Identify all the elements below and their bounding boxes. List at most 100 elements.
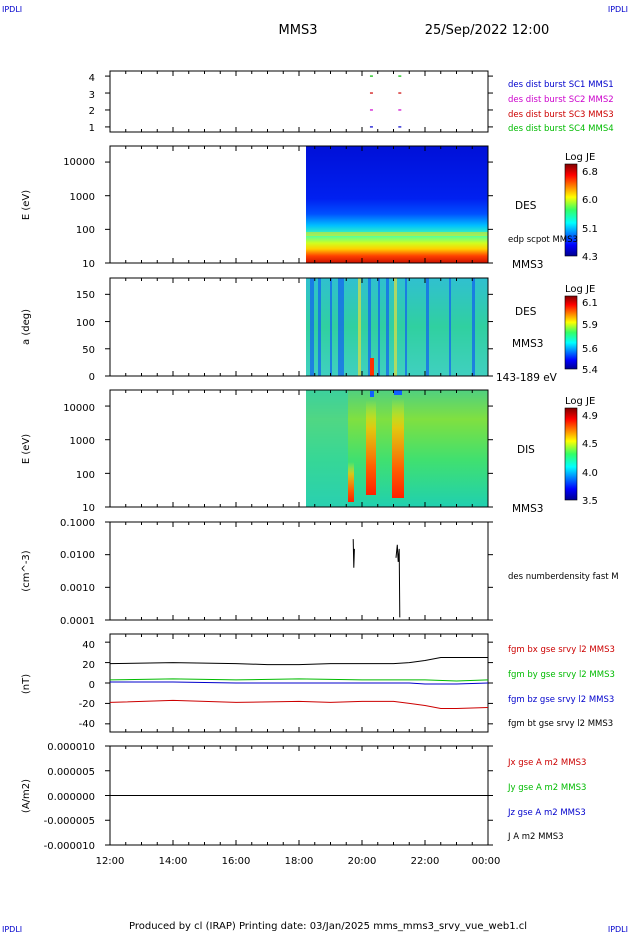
series-line-fgm [109, 699, 489, 709]
colorbar-dis-energy [564, 407, 578, 501]
chart-marks [109, 75, 489, 796]
ytick-dis-e-100: 100 [76, 470, 95, 481]
series-line-fgm [110, 681, 489, 685]
corner-label-top-right: IPDLI [608, 5, 628, 14]
legend-fgm-bz: fgm bz gse srvy l2 MMS3 [508, 695, 614, 705]
label-des-pitch-energy: 143-189 eV [496, 372, 558, 384]
colorbar-des-energy-tick: 6.8 [582, 167, 598, 178]
label-des-energy-sc: MMS3 [512, 259, 543, 271]
ytick-pitch-100: 100 [76, 318, 95, 329]
ytick-des-e-1000: 1000 [70, 192, 95, 203]
xtick-label: 12:00 [96, 856, 125, 867]
colorbar-dis-energy-tick: 4.5 [582, 439, 598, 450]
series-line-fgm [109, 678, 489, 682]
ytick-fgm-m20: -20 [79, 699, 95, 710]
colorbar-dis-energy-tick: 3.5 [582, 496, 598, 507]
legend-current-jy: Jy gse A m2 MMS3 [507, 783, 586, 793]
colorbar-dis-energy-tick: 4.0 [582, 468, 598, 479]
series-line-fgm [109, 657, 488, 666]
ylabel-current: (A/m2) [21, 779, 32, 813]
ytick-pitch-50: 50 [82, 345, 95, 356]
legend-fgm-by: fgm by gse srvy l2 MMS3 [508, 670, 615, 680]
ylabel-des-energy: E (eV) [21, 190, 32, 220]
ytick-pitch-0: 0 [89, 372, 95, 383]
label-dis-energy-instrument: DIS [517, 444, 535, 456]
label-des-pitch-instrument: DES [515, 306, 537, 318]
ytick-dis-e-10000: 10000 [63, 403, 95, 414]
ytick-des-e-10000: 10000 [63, 157, 95, 168]
label-des-energy-instrument: DES [515, 200, 537, 212]
ytick-burst-3: 3 [89, 90, 95, 101]
colorbar-dis-energy-title: Log JE [565, 396, 595, 407]
legend-fgm-bx: fgm bx gse srvy l2 MMS3 [508, 645, 615, 655]
ytick-pitch-150: 150 [76, 290, 95, 301]
label-des-pitch-sc: MMS3 [512, 338, 543, 350]
colorbar-des-pitch-tick: 5.6 [582, 344, 598, 355]
ytick-burst-1: 1 [89, 123, 95, 134]
panel-frame-density [109, 521, 489, 621]
ytick-des-e-10: 10 [82, 259, 95, 270]
des-pitch-heatmap [306, 278, 488, 376]
xtick-label: 22:00 [411, 856, 440, 867]
ylabel-des-pitch: a (deg) [21, 309, 32, 345]
legend-burst-mms1: des dist burst SC1 MMS1 [508, 80, 614, 90]
ytick-des-e-100: 100 [76, 225, 95, 236]
corner-label-bottom-right: IPDLI [608, 925, 628, 934]
dis-energy-heatmap [306, 390, 488, 507]
colorbar-des-pitch-tick: 6.1 [582, 298, 598, 309]
corner-label-bottom-left: IPDLI [2, 925, 22, 934]
colorbar-des-energy-tick: 6.0 [582, 195, 598, 206]
plot-datetime: 25/Sep/2022 12:00 [425, 23, 549, 38]
ytick-density-0.1000: 0.1000 [60, 518, 95, 529]
ytick-density-0.0001: 0.0001 [60, 616, 95, 627]
xtick-label: 20:00 [348, 856, 377, 867]
legend-fgm-bt: fgm bt gse srvy l2 MMS3 [508, 719, 613, 729]
ytick-fgm-m40: -40 [79, 719, 95, 730]
ytick-current-1: 0.000010 [47, 742, 95, 753]
label-edp-scpot: edp scpot MMS3 [508, 235, 578, 245]
xtick-label: 18:00 [285, 856, 314, 867]
label-dis-energy-sc: MMS3 [512, 503, 543, 515]
ytick-fgm-40: 40 [82, 640, 95, 651]
colorbar-des-pitch-title: Log JE [565, 284, 595, 295]
ytick-fgm-20: 20 [82, 660, 95, 671]
ytick-current-2: 0.000005 [47, 767, 95, 778]
ytick-burst-2: 2 [89, 106, 95, 117]
colorbar-des-energy-tick: 4.3 [582, 252, 598, 263]
des-energy-heatmap [306, 146, 488, 263]
ytick-density-0.0010: 0.0010 [60, 583, 95, 594]
spacecraft-title: MMS3 [279, 23, 318, 38]
footer-credit: Produced by cl (IRAP) Printing date: 03/… [129, 921, 527, 932]
ytick-dis-e-10: 10 [82, 503, 95, 514]
ytick-burst-4: 4 [89, 73, 95, 84]
series-line-density [352, 539, 355, 568]
ytick-current-4: -0.000005 [44, 816, 95, 827]
legend-burst-mms2: des dist burst SC2 MMS2 [508, 95, 614, 105]
ylabel-density: (cm^-3) [21, 550, 32, 591]
ytick-fgm-0: 0 [89, 680, 95, 691]
legend-density: des numberdensity fast M [508, 572, 619, 582]
ytick-dis-e-1000: 1000 [70, 436, 95, 447]
colorbar-des-energy-title: Log JE [565, 152, 595, 163]
panel-frame-burst [109, 70, 489, 133]
colorbar-des-pitch-tick: 5.9 [582, 320, 598, 331]
xtick-label: 14:00 [159, 856, 188, 867]
colorbar-des-energy-tick: 5.1 [582, 224, 598, 235]
legend-current-jx: Jx gse A m2 MMS3 [507, 758, 586, 768]
xtick-label: 16:00 [222, 856, 251, 867]
ytick-current-3: 0.000000 [47, 792, 95, 803]
legend-current-jz: Jz gse A m2 MMS3 [507, 808, 586, 818]
colorbar-des-pitch-tick: 5.4 [582, 365, 598, 376]
ytick-current-5: -0.000010 [44, 841, 95, 852]
legend-burst-mms3: des dist burst SC3 MMS3 [508, 110, 614, 120]
colorbar-dis-energy-tick: 4.9 [582, 411, 598, 422]
ytick-density-0.0100: 0.0100 [60, 550, 95, 561]
axis-ticks [105, 71, 493, 846]
xtick-label: 00:00 [472, 856, 501, 867]
corner-label-top-left: IPDLI [2, 5, 22, 14]
legend-burst-mms4: des dist burst SC4 MMS4 [508, 124, 614, 134]
colorbar-des-pitch [564, 295, 578, 370]
legend-current-j: J A m2 MMS3 [507, 832, 564, 842]
colorbar-des-energy [564, 163, 578, 257]
